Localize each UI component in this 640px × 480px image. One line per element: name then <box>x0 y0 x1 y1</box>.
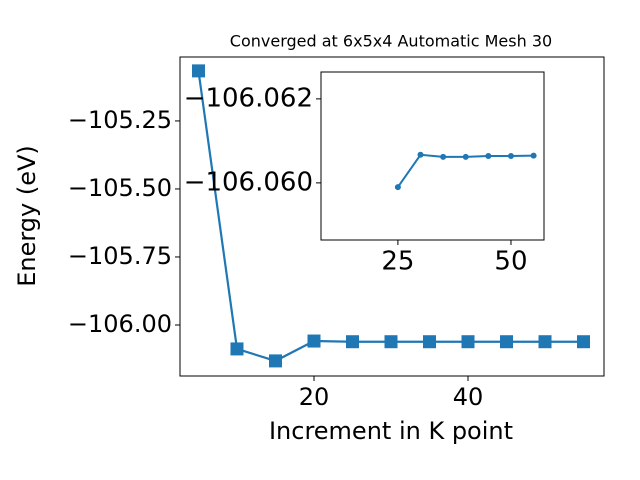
data-point <box>461 335 475 349</box>
x-tick-label: 50 <box>494 247 527 277</box>
data-point <box>307 334 321 348</box>
data-point <box>530 152 537 159</box>
data-point <box>538 335 552 349</box>
chart-title: Converged at 6x5x4 Automatic Mesh 30 <box>230 32 552 51</box>
data-point <box>384 335 398 349</box>
data-point <box>577 335 591 349</box>
axes-frame <box>320 71 545 241</box>
y-tick-label: −105.50 <box>68 174 172 202</box>
axes-frame <box>179 56 605 377</box>
x-tick-label: 20 <box>299 383 330 411</box>
data-point <box>462 153 469 160</box>
data-point <box>485 153 492 159</box>
y-tick-label: −105.25 <box>68 106 172 134</box>
y-axis-label: Energy (eV) <box>13 145 41 287</box>
x-tick-label: 25 <box>381 247 414 277</box>
data-point <box>440 153 447 160</box>
x-axis-label: Increment in K point <box>269 417 513 445</box>
data-point <box>507 153 514 159</box>
data-point <box>394 184 401 191</box>
data-point <box>500 335 514 349</box>
x-tick-label: 40 <box>453 383 484 411</box>
data-point <box>230 342 244 356</box>
y-tick-label: −106.00 <box>68 310 172 338</box>
y-tick-label: −106.062 <box>184 83 313 113</box>
data-point <box>191 64 205 78</box>
y-tick-label: −105.75 <box>68 242 172 270</box>
data-point <box>423 335 437 349</box>
y-tick-label: −106.060 <box>184 167 313 197</box>
data-point <box>417 151 424 158</box>
data-point <box>268 354 282 368</box>
data-point <box>345 335 359 349</box>
